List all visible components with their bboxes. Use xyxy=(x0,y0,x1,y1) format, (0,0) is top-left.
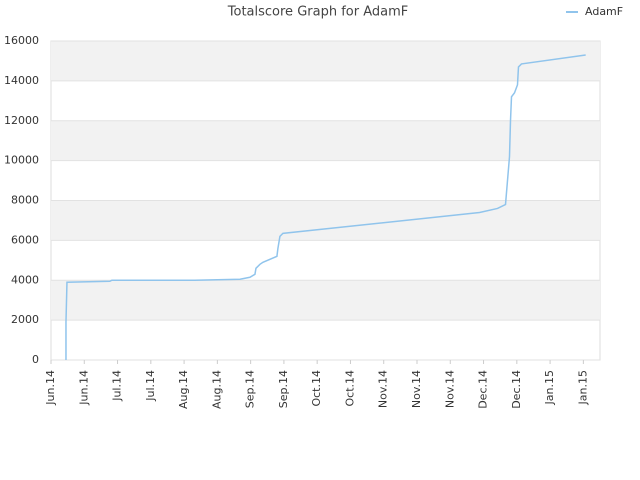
grid-band xyxy=(51,280,600,321)
chart-title: Totalscore Graph for AdamF xyxy=(227,5,408,20)
x-tick-label: Nov.14 xyxy=(377,370,390,408)
x-tick-label: Jul.14 xyxy=(144,370,157,402)
x-tick-label: Nov.14 xyxy=(443,370,456,408)
x-tick-label: Oct.14 xyxy=(343,370,356,407)
x-tick-label: Jun.14 xyxy=(44,370,57,406)
y-tick-label: 10000 xyxy=(4,154,39,167)
x-tick-label: Dec.14 xyxy=(477,370,490,409)
legend-label: AdamF xyxy=(585,5,623,18)
grid-band xyxy=(51,41,600,81)
y-tick-label: 14000 xyxy=(4,74,39,87)
x-tick-label: Jun.14 xyxy=(77,370,90,406)
y-tick-label: 8000 xyxy=(11,194,39,207)
y-tick-label: 4000 xyxy=(11,273,39,286)
x-tick-label: Nov.14 xyxy=(410,370,423,408)
grid-band xyxy=(51,200,600,241)
x-tick-label: Aug.14 xyxy=(210,370,223,409)
y-tick-label: 2000 xyxy=(11,313,39,326)
y-tick-label: 0 xyxy=(32,353,39,366)
y-tick-label: 6000 xyxy=(11,233,39,246)
x-tick-label: Jul.14 xyxy=(111,370,124,402)
x-tick-label: Sep.14 xyxy=(277,370,290,408)
x-tick-label: Jan.15 xyxy=(576,370,589,405)
x-tick-label: Oct.14 xyxy=(310,370,323,407)
x-tick-label: Aug.14 xyxy=(177,370,190,409)
x-tick-label: Sep.14 xyxy=(244,370,257,408)
data-line xyxy=(65,54,586,360)
grid-band xyxy=(51,120,600,161)
x-tick-label: Dec.14 xyxy=(510,370,523,409)
y-tick-label: 12000 xyxy=(4,114,39,127)
y-tick-label: 16000 xyxy=(4,34,39,47)
x-tick-label: Jan.15 xyxy=(543,370,556,405)
